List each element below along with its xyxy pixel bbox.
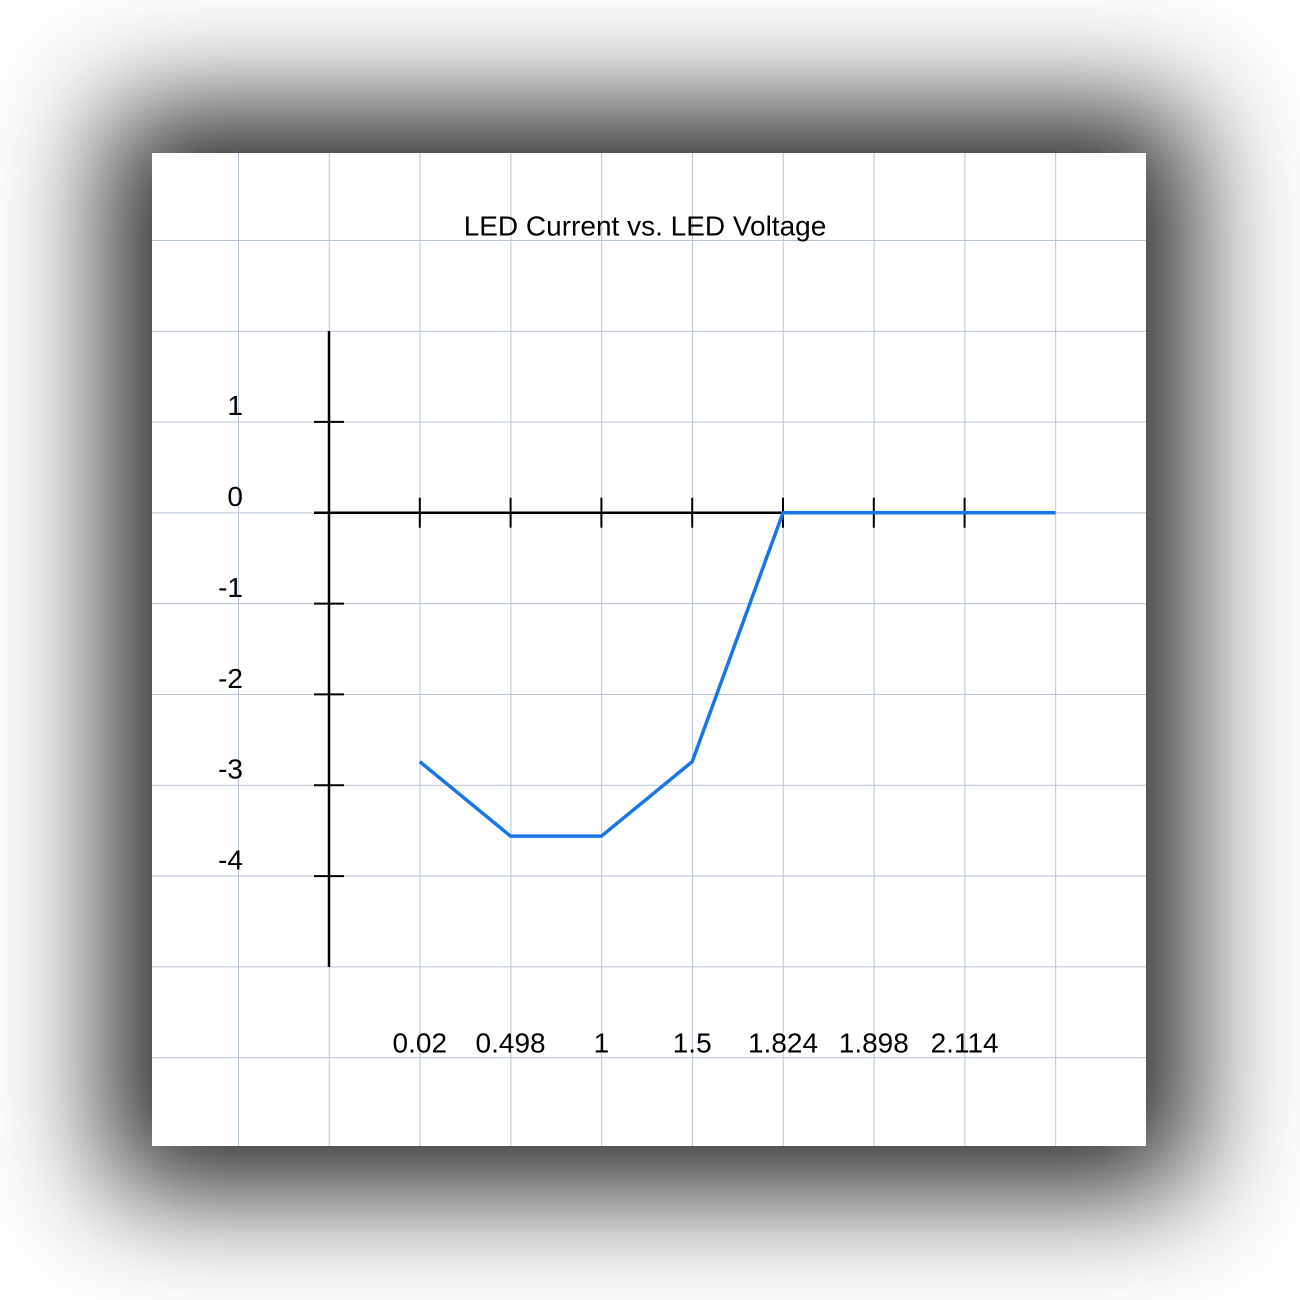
data-line [418, 510, 1056, 838]
y-tick-label: 1 [227, 390, 243, 421]
y-tick-label: -1 [218, 572, 243, 603]
chart-title: LED Current vs. LED Voltage [464, 210, 827, 241]
y-tick-label: -2 [218, 663, 243, 694]
x-tick-label: 0.02 [393, 1027, 448, 1058]
x-tick-label: 1 [594, 1027, 610, 1058]
graph-paper [152, 153, 1146, 1146]
y-tick-label: -4 [218, 845, 243, 876]
x-tick-label: 0.498 [476, 1027, 546, 1058]
x-tick-label: 1.898 [839, 1027, 909, 1058]
x-tick-label: 2.114 [931, 1027, 999, 1058]
x-tick-label: 1.824 [748, 1027, 818, 1058]
y-tick-label: -3 [218, 754, 243, 785]
x-tick-label: 1.5 [673, 1027, 712, 1058]
y-tick-label: 0 [227, 481, 243, 512]
